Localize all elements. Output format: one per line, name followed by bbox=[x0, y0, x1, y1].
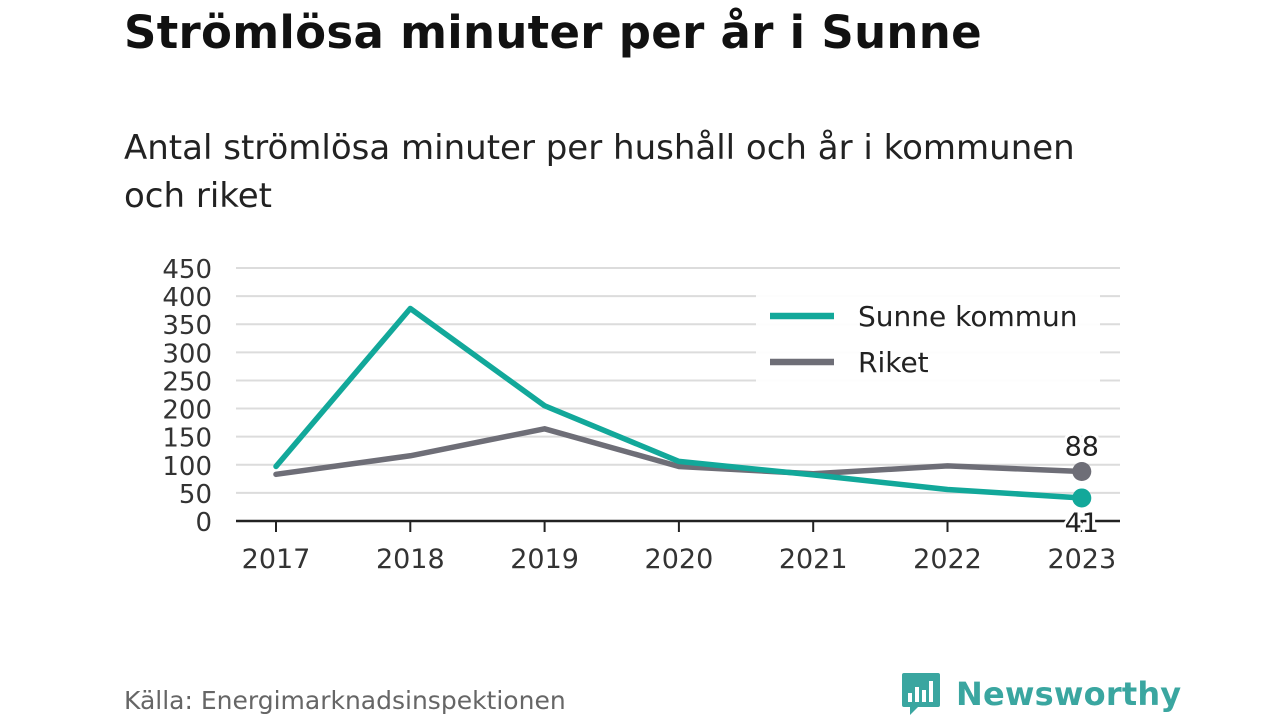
x-tick-label: 2020 bbox=[645, 544, 714, 575]
chart-title: Strömlösa minuter per år i Sunne bbox=[124, 6, 982, 59]
source-note: Källa: Energimarknadsinspektionen bbox=[124, 686, 566, 715]
end-label-0: 41 bbox=[1065, 508, 1099, 539]
series-end-marker-0 bbox=[1072, 488, 1092, 508]
series-end-marker-1 bbox=[1072, 462, 1092, 482]
end-label-halo: 41 bbox=[1065, 508, 1099, 539]
legend-label-0: Sunne kommun bbox=[858, 300, 1078, 333]
series-line-0 bbox=[273, 305, 1085, 501]
y-tick-label: 300 bbox=[162, 339, 212, 369]
brand-name: Newsworthy bbox=[956, 675, 1182, 713]
x-tick-label: 2017 bbox=[242, 544, 311, 575]
end-label-halo: 88 bbox=[1065, 432, 1099, 463]
y-tick-label: 400 bbox=[162, 283, 212, 313]
y-tick-label: 250 bbox=[162, 367, 212, 397]
y-tick-label: 450 bbox=[162, 255, 212, 285]
y-tick-label: 200 bbox=[162, 396, 212, 426]
x-tick-label: 2018 bbox=[376, 544, 445, 575]
legend-label-1: Riket bbox=[858, 346, 929, 379]
chart-subtitle: Antal strömlösa minuter per hushåll och … bbox=[124, 128, 1075, 216]
x-tick-label: 2019 bbox=[510, 544, 579, 575]
legend-background bbox=[756, 294, 1100, 382]
x-axis: 2017 2018 2019 2020 2021 2022 2023 bbox=[236, 519, 1120, 575]
x-tick-label: 2023 bbox=[1047, 544, 1116, 575]
y-tick-label: 100 bbox=[162, 452, 212, 482]
brand: Newsworthy bbox=[900, 670, 1181, 718]
bar-chart-speech-bubble-icon bbox=[902, 673, 940, 715]
y-tick-label: 0 bbox=[195, 508, 212, 538]
end-label-1: 88 bbox=[1065, 432, 1099, 463]
x-tick-label: 2022 bbox=[913, 544, 982, 575]
y-tick-label: 350 bbox=[162, 311, 212, 341]
y-tick-label: 50 bbox=[179, 480, 212, 510]
y-tick-label: 150 bbox=[162, 424, 212, 454]
legend: Sunne kommun Riket bbox=[756, 294, 1100, 382]
series-line-1 bbox=[273, 426, 1085, 478]
x-tick-label: 2021 bbox=[779, 544, 848, 575]
